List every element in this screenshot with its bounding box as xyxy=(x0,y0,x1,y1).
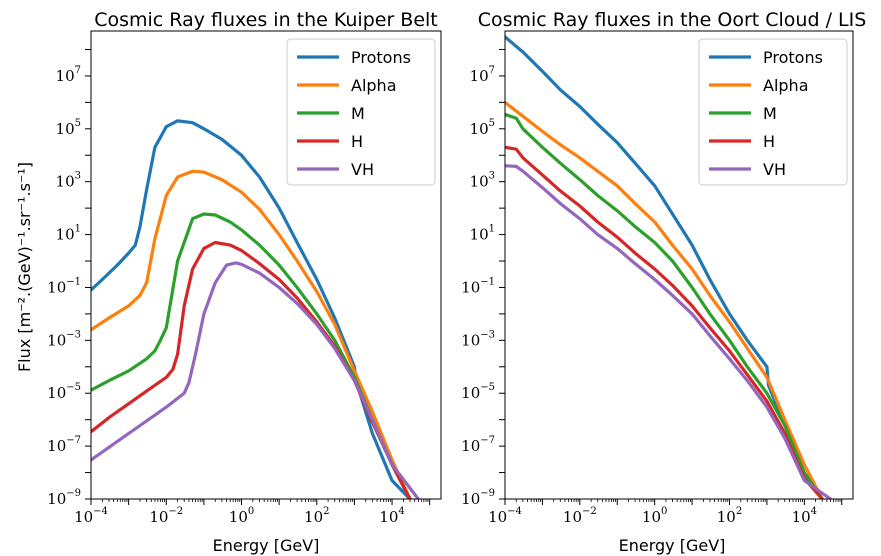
y-tick-label: 107 xyxy=(470,65,495,85)
panel-title: Cosmic Ray fluxes in the Kuiper Belt xyxy=(94,9,438,31)
y-tick-label: 10−1 xyxy=(461,276,495,296)
series-line-protons xyxy=(505,35,824,499)
x-axis-label: Energy [GeV] xyxy=(213,536,320,555)
y-tick-label: 103 xyxy=(56,171,81,191)
x-tick-label: 104 xyxy=(792,506,817,526)
x-axis-label: Energy [GeV] xyxy=(619,536,726,555)
series-line-alpha xyxy=(505,100,824,499)
y-tick-label: 10−5 xyxy=(47,382,81,402)
y-tick-label: 10−1 xyxy=(47,276,81,296)
legend-box xyxy=(698,38,848,186)
y-tick-label: 10−7 xyxy=(47,435,81,455)
y-tick-label: 10−5 xyxy=(461,382,495,402)
y-tick-label: 10−9 xyxy=(461,488,495,508)
x-tick-label: 100 xyxy=(229,506,254,526)
y-tick-label: 10−3 xyxy=(47,329,81,349)
series-line-h xyxy=(505,145,824,499)
x-tick-label: 10−2 xyxy=(563,506,597,526)
y-tick-label: 105 xyxy=(470,118,495,138)
series-lines xyxy=(505,35,833,499)
x-tick-label: 104 xyxy=(379,506,404,526)
x-tick-label: 10−4 xyxy=(488,506,522,526)
legend-label-alpha: Alpha xyxy=(763,76,809,95)
legend-label-m: M xyxy=(351,104,365,123)
y-tick-label: 10−7 xyxy=(461,435,495,455)
series-line-m xyxy=(91,212,412,499)
y-tick-label: 101 xyxy=(470,224,495,244)
y-tick-label: 10−9 xyxy=(47,488,81,508)
x-tick-label: 10−4 xyxy=(74,506,108,526)
series-line-vh xyxy=(505,164,833,499)
series-line-vh xyxy=(91,261,420,499)
x-tick-label: 10−2 xyxy=(149,506,183,526)
legend-label-vh: VH xyxy=(351,160,374,179)
plot-frame xyxy=(90,30,442,500)
legend: Protons Alpha MH VH xyxy=(698,38,848,186)
x-tick-label: 100 xyxy=(642,506,667,526)
y-axis-label: Flux [m⁻².(GeV)⁻¹.sr⁻¹.s⁻¹] xyxy=(15,162,34,372)
y-tick-label: 107 xyxy=(56,65,81,85)
y-tick-label: 103 xyxy=(470,171,495,191)
legend-label-protons: Protons xyxy=(763,48,823,67)
legend-label-protons: Protons xyxy=(351,48,411,67)
oort-cloud-panel: Cosmic Ray fluxes in the Oort Cloud / LI… xyxy=(461,9,866,555)
legend: Protons Alpha MH VH xyxy=(286,38,436,186)
series-lines xyxy=(91,119,420,499)
kuiper-belt-panel: Cosmic Ray fluxes in the Kuiper Belt Ene… xyxy=(15,9,442,555)
legend-label-vh: VH xyxy=(763,160,786,179)
x-tick-label: 102 xyxy=(304,506,329,526)
series-line-h xyxy=(91,240,412,499)
y-tick-label: 10−3 xyxy=(461,329,495,349)
panel-title: Cosmic Ray fluxes in the Oort Cloud / LI… xyxy=(478,9,867,31)
y-tick-label: 105 xyxy=(56,118,81,138)
legend-label-m: M xyxy=(763,104,777,123)
legend-label-h: H xyxy=(763,132,775,151)
legend-box xyxy=(286,38,436,186)
x-tick-label: 102 xyxy=(717,506,742,526)
series-line-m xyxy=(505,112,824,499)
y-tick-label: 101 xyxy=(56,224,81,244)
series-line-alpha xyxy=(91,169,412,499)
plot-frame xyxy=(504,30,854,500)
legend-label-alpha: Alpha xyxy=(351,76,397,95)
legend-label-h: H xyxy=(351,132,363,151)
